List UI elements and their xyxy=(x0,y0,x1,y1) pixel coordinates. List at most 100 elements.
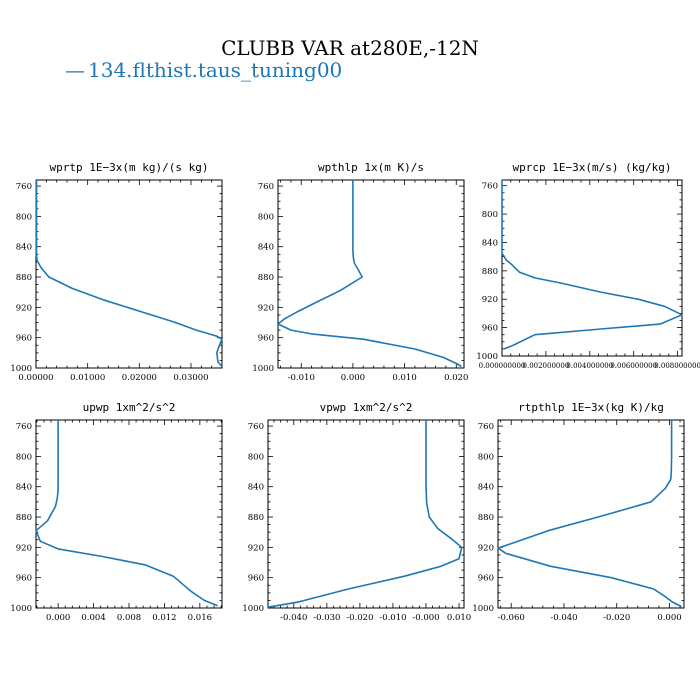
y-tick-label: 840 xyxy=(16,243,32,253)
plot-frame xyxy=(35,179,223,369)
panel-1: wprtp 1E−3x(m kg)/(s kg) 760 800 840 880 920 9… xyxy=(10,161,223,383)
y-tick-label: 800 xyxy=(258,212,274,222)
legend-label: 134.flthist.taus_tuning00 xyxy=(88,58,342,82)
y-tick-label: 1000 xyxy=(472,604,494,614)
panel-title: vpwp 1xm^2/s^2 xyxy=(320,401,413,414)
y-tick-label: 880 xyxy=(16,513,32,523)
x-tick-label: 0.006000000 xyxy=(610,362,657,370)
plot-frame xyxy=(497,419,685,609)
y-tick-label: 880 xyxy=(258,273,274,283)
y-tick-label: 840 xyxy=(16,483,32,493)
x-tick-label: -0.040 xyxy=(550,613,577,623)
series-line xyxy=(35,420,218,607)
y-tick-label: 880 xyxy=(482,267,498,277)
x-tick-label: 0.01000 xyxy=(70,373,105,383)
y-tick-label: 1000 xyxy=(476,352,498,362)
x-tick-label: 0.020 xyxy=(444,373,468,383)
y-tick-label: 760 xyxy=(248,422,264,432)
y-tick-label: 920 xyxy=(482,295,498,305)
y-tick-label: 760 xyxy=(16,422,32,432)
series-line xyxy=(267,420,463,608)
panel-5: vpwp 1xm^2/s^2 760 800 840 880 920 960 1000 -0.0… xyxy=(242,401,471,623)
x-tick-label: 0.012 xyxy=(152,613,176,623)
legend-marker: — xyxy=(65,58,85,82)
x-tick-label: -0.030 xyxy=(313,613,340,623)
y-tick-label: 920 xyxy=(248,543,264,553)
panel-title: wprtp 1E−3x(m kg)/(s kg) xyxy=(50,161,209,174)
y-tick-label: 960 xyxy=(258,334,274,344)
y-tick-label: 800 xyxy=(478,452,494,462)
x-tick-label: 0.016 xyxy=(188,613,212,623)
panel-3: wprcp 1E−3x(m/s) (kg/kg) 760 800 840 880 920 9… xyxy=(476,161,700,370)
panel-title: wprcp 1E−3x(m/s) (kg/kg) xyxy=(513,161,672,174)
plot-frame xyxy=(267,419,465,609)
y-tick-label: 840 xyxy=(248,483,264,493)
y-tick-label: 760 xyxy=(482,182,498,192)
panel-6: rtpthlp 1E−3x(kg K)/kg 760 800 840 880 920 960… xyxy=(472,401,685,623)
legend: — 134.flthist.taus_tuning00 xyxy=(65,58,342,82)
panel-4: upwp 1xm^2/s^2 760 800 840 880 920 960 1000 0.00… xyxy=(10,401,223,623)
series-line xyxy=(277,180,462,368)
x-tick-label: 0.004 xyxy=(81,613,105,623)
x-tick-label: 0.000 xyxy=(341,373,365,383)
y-tick-label: 840 xyxy=(478,483,494,493)
x-tick-label: -0.020 xyxy=(603,613,630,623)
x-tick-label: 0.000000000 xyxy=(479,362,526,370)
x-tick-label: 0.008000000 xyxy=(654,362,700,370)
x-tick-label: -0.000 xyxy=(412,613,439,623)
y-tick-label: 760 xyxy=(258,182,274,192)
y-tick-label: 1000 xyxy=(10,364,32,374)
series-line xyxy=(35,180,223,368)
y-tick-label: 800 xyxy=(248,452,264,462)
x-tick-label: 0.02000 xyxy=(122,373,157,383)
y-tick-label: 880 xyxy=(16,273,32,283)
x-tick-label: 0.008 xyxy=(117,613,141,623)
y-tick-label: 1000 xyxy=(252,364,274,374)
x-tick-label: -0.040 xyxy=(280,613,307,623)
x-tick-label: 0.010 xyxy=(447,613,471,623)
panel-2: wpthlp 1x(m K)/s 760 800 840 880 920 960 1000 -0… xyxy=(252,161,468,383)
x-tick-label: 0.004000000 xyxy=(566,362,613,370)
panel-title: rtpthlp 1E−3x(kg K)/kg xyxy=(518,401,664,414)
y-tick-label: 960 xyxy=(482,324,498,334)
plot-frame xyxy=(501,179,683,357)
y-tick-label: 800 xyxy=(482,210,498,220)
series-line xyxy=(501,180,683,350)
y-tick-label: 960 xyxy=(478,574,494,584)
y-tick-label: 960 xyxy=(16,574,32,584)
series-line xyxy=(497,420,682,608)
y-tick-label: 840 xyxy=(258,243,274,253)
x-tick-label: 0.000 xyxy=(657,613,681,623)
x-tick-label: 0.03000 xyxy=(173,373,208,383)
y-tick-label: 800 xyxy=(16,212,32,222)
y-tick-label: 960 xyxy=(248,574,264,584)
figure-title: CLUBB VAR at280E,-12N xyxy=(221,36,479,60)
y-tick-label: 920 xyxy=(16,543,32,553)
y-tick-label: 880 xyxy=(248,513,264,523)
x-tick-label: -0.020 xyxy=(346,613,373,623)
plot-frame xyxy=(277,179,465,369)
x-tick-label: -0.060 xyxy=(498,613,525,623)
y-tick-label: 800 xyxy=(16,452,32,462)
x-tick-label: 0.000 xyxy=(46,613,70,623)
plot-frame xyxy=(35,419,223,609)
x-tick-label: 0.010 xyxy=(392,373,416,383)
panels: wprtp 1E−3x(m kg)/(s kg) 760 800 840 880 920 9… xyxy=(10,161,700,623)
y-tick-label: 920 xyxy=(258,303,274,313)
y-tick-label: 840 xyxy=(482,238,498,248)
y-tick-label: 760 xyxy=(478,422,494,432)
y-tick-label: 920 xyxy=(16,303,32,313)
y-tick-label: 1000 xyxy=(10,604,32,614)
x-tick-label: 0.002000000 xyxy=(523,362,570,370)
y-tick-label: 960 xyxy=(16,334,32,344)
x-tick-label: 0.00000 xyxy=(18,373,53,383)
panel-title: upwp 1xm^2/s^2 xyxy=(83,401,176,414)
panel-title: wpthlp 1x(m K)/s xyxy=(318,161,424,174)
x-tick-label: -0.010 xyxy=(288,373,315,383)
y-tick-label: 760 xyxy=(16,182,32,192)
y-tick-label: 920 xyxy=(478,543,494,553)
y-tick-label: 880 xyxy=(478,513,494,523)
y-tick-label: 1000 xyxy=(242,604,264,614)
x-tick-label: -0.010 xyxy=(379,613,406,623)
